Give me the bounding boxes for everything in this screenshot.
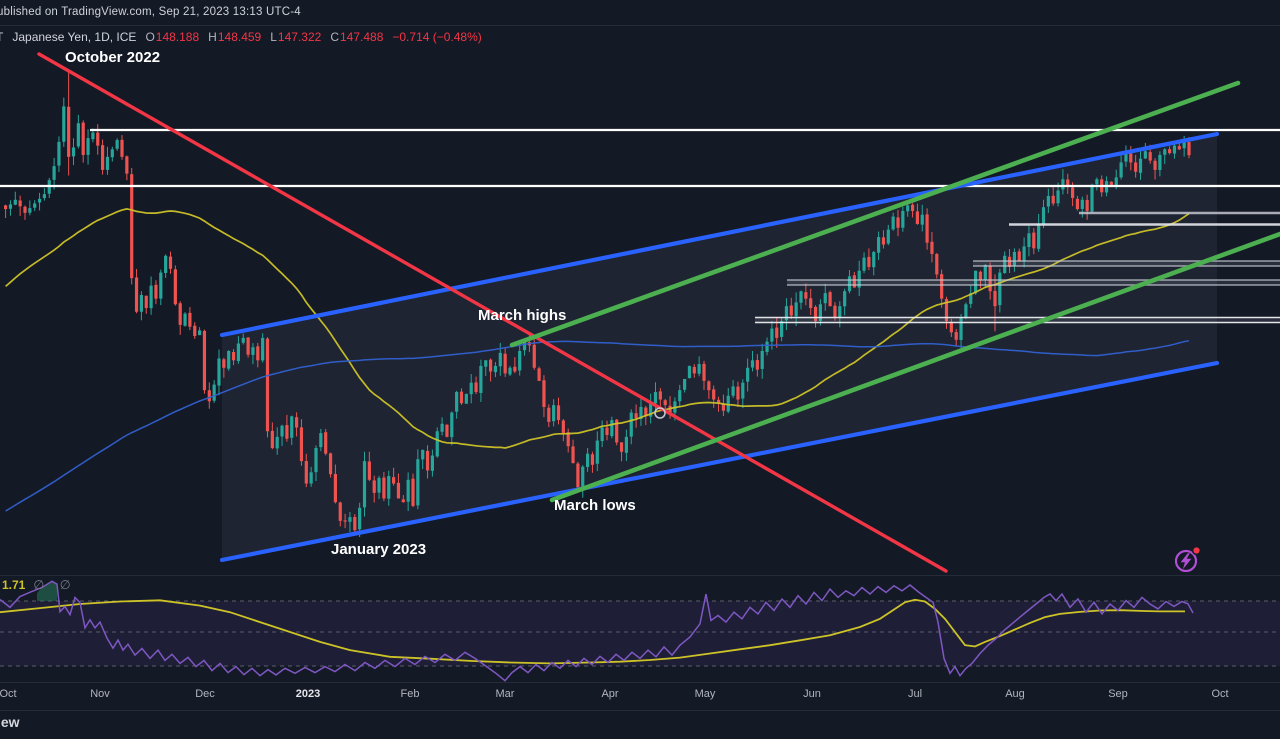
ohlc-close: C 147.488 [330,30,384,44]
trendline-green-lower [549,231,1280,503]
time-axis-label: Dec [195,688,215,700]
time-axis-label: Oct [0,688,17,700]
time-axis-label: Jun [803,688,821,700]
time-axis-label: May [694,688,716,700]
candlestick-series[interactable] [4,72,1191,538]
pane-separators [0,25,1280,711]
lightning-bolt-icon [1180,553,1192,570]
ohlc-open: O 148.188 [145,30,200,44]
horizontal-levels[interactable] [0,128,1280,324]
hidden-source-icons: ∅ ∅ [33,578,77,592]
change-value: −0.714 (−0.48%) [392,30,482,44]
time-axis-label: Jul [907,688,923,700]
tradingview-watermark-clipped: iew [0,714,20,730]
time-axis-label: Sep [1108,688,1128,700]
notification-dot [1193,547,1200,554]
symbol-title: Japanese Yen, 1D, ICE [12,30,137,44]
symbol-clipped-prefix: T [0,30,3,44]
annotation-january-2023[interactable]: January 2023 [331,541,427,558]
time-axis[interactable]: Oct Nov Dec 2023 Feb Mar Apr May Jun Jul Aug Sep Oct [0,688,1280,704]
ohlc-high: H 148.459 [208,30,262,44]
oscillator-pane[interactable] [0,580,1280,682]
sma-200-line [5,339,1190,512]
time-axis-label: 2023 [295,688,321,700]
oscillator-main-line [0,580,1194,682]
annotation-march-highs[interactable]: March highs [478,307,567,324]
oscillator-green-fill [37,580,57,601]
ohlc-low: L 147.322 [270,30,322,44]
annotation-march-lows[interactable]: March lows [554,497,636,514]
flash-idea-icon[interactable] [1174,545,1202,573]
time-axis-label: Mar [495,688,515,700]
annotation-october-2022[interactable]: October 2022 [65,49,161,66]
time-axis-label: Feb [400,688,420,700]
oscillator-legend[interactable]: 1.71 ∅ ∅ [2,577,77,593]
time-axis-label: Apr [601,688,619,700]
trendlines[interactable] [37,52,1280,573]
trendline-descending-red [37,52,948,573]
publish-info: ublished on TradingView.com, Sep 21, 202… [0,6,301,18]
oscillator-value: 1.71 [2,577,26,592]
trendline-anchor-point [654,407,666,419]
time-axis-label: Nov [90,688,110,700]
time-axis-label: Oct [1211,688,1229,700]
time-axis-label: Aug [1005,688,1025,700]
trendline-green-upper [509,80,1241,348]
oscillator-signal-line [0,598,1185,665]
